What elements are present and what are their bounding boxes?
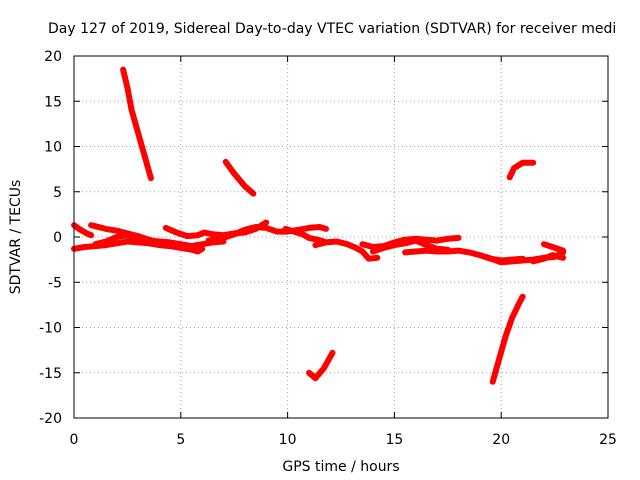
x-axis-label: GPS time / hours bbox=[282, 459, 399, 475]
y-tick-label: 5 bbox=[53, 185, 62, 201]
x-tick-label: 0 bbox=[70, 432, 79, 448]
series-arc-13 bbox=[530, 252, 567, 265]
y-axis-label: SDTVAR / TECUs bbox=[8, 180, 24, 295]
series-arc-18 bbox=[306, 349, 336, 382]
series-arc-14 bbox=[540, 241, 567, 254]
y-tick-label: 10 bbox=[44, 140, 62, 156]
series-arc-1 bbox=[71, 222, 95, 239]
x-tick-label: 25 bbox=[599, 432, 617, 448]
series-arc-10 bbox=[370, 237, 451, 255]
x-tick-label: 10 bbox=[279, 432, 297, 448]
series-arc-16 bbox=[222, 158, 257, 197]
x-tick-label: 15 bbox=[385, 432, 403, 448]
y-tick-label: -10 bbox=[39, 321, 62, 337]
axis-ticks: 0 5 10 15 20 25 -20 -15 -10 -5 0 5 10 15 20 bbox=[39, 49, 617, 448]
series-arc-6 bbox=[205, 224, 329, 244]
y-tick-label: 20 bbox=[44, 49, 62, 65]
series-arc-8 bbox=[312, 238, 381, 262]
y-tick-label: -15 bbox=[39, 366, 62, 382]
x-tick-label: 5 bbox=[176, 432, 185, 448]
data-series bbox=[71, 66, 567, 385]
series-arc-4 bbox=[92, 232, 227, 250]
series-arc-7 bbox=[282, 225, 327, 245]
y-tick-label: -5 bbox=[48, 275, 62, 291]
y-tick-label: 0 bbox=[53, 230, 62, 246]
x-tick-label: 20 bbox=[492, 432, 510, 448]
series-arc-17 bbox=[506, 159, 537, 181]
chart-title: Day 127 of 2019, Sidereal Day-to-day VTE… bbox=[48, 21, 616, 37]
plot-frame bbox=[73, 55, 609, 419]
y-tick-label: 15 bbox=[44, 94, 62, 110]
y-tick-label: -20 bbox=[39, 411, 62, 427]
grid bbox=[74, 56, 608, 418]
series-arc-19 bbox=[489, 293, 526, 385]
series-arc-15 bbox=[120, 66, 154, 182]
